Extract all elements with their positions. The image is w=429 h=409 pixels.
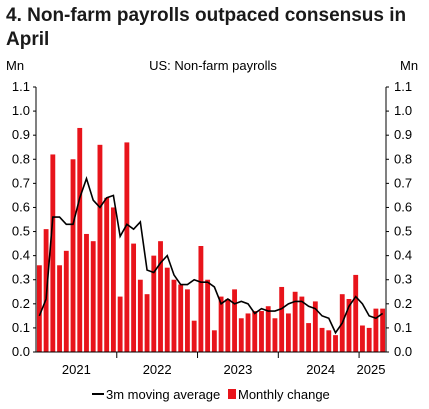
y-tick-label-left: 0.2	[12, 296, 30, 311]
bar	[77, 127, 83, 352]
y-tick-label-right: 0.5	[394, 224, 412, 239]
y-tick-label-right: 1.0	[394, 103, 412, 118]
y-tick-label-right: 0.3	[394, 272, 412, 287]
axes	[35, 87, 387, 353]
bar	[117, 296, 123, 352]
bar	[191, 320, 197, 352]
y-tick-label-left: 0.8	[12, 151, 30, 166]
y-tick-label-left: 0.7	[12, 175, 30, 190]
bar	[380, 308, 386, 352]
bar	[137, 279, 143, 352]
line-series	[38, 175, 384, 335]
bar	[104, 197, 110, 352]
bar	[373, 308, 379, 352]
bar	[225, 299, 231, 352]
legend-bar-swatch	[228, 389, 236, 399]
y-axis-right: 0.0 0.1 0.2 0.3 0.4 0.5 0.6 0.7 0.8 0.9 1.0 1.1	[386, 79, 412, 359]
bar	[279, 286, 285, 352]
bar	[252, 311, 258, 352]
x-tick-label: 2025	[357, 362, 386, 377]
bar	[245, 313, 251, 352]
bar	[198, 246, 204, 352]
y-tick-label-right: 0.4	[394, 248, 412, 263]
bar	[63, 250, 69, 352]
legend: 3m moving average Monthly change	[92, 387, 330, 402]
bar	[171, 279, 177, 352]
bar	[259, 311, 264, 352]
y-tick-label-right: 0.2	[394, 296, 412, 311]
y-tick-label-left: 1.0	[12, 103, 30, 118]
x-tick-label: 2022	[143, 362, 172, 377]
bar	[353, 274, 359, 352]
bar	[178, 284, 184, 352]
y-tick-label-left: 0.9	[12, 127, 30, 142]
bar	[360, 325, 365, 352]
bar	[272, 318, 278, 352]
x-tick-label: 2024	[306, 362, 335, 377]
y-tick-label-right: 0.1	[394, 320, 412, 335]
y-tick-label-right: 0.6	[394, 199, 412, 214]
bar	[299, 296, 305, 352]
legend-label-moving-average: 3m moving average	[106, 387, 220, 402]
bar	[164, 267, 170, 352]
bar	[124, 142, 130, 352]
bar	[50, 154, 56, 352]
bar	[110, 207, 116, 352]
y-tick-label-left: 0.3	[12, 272, 30, 287]
bar	[292, 291, 298, 352]
y-tick-label-left: 0.4	[12, 248, 30, 263]
bar	[312, 301, 318, 352]
bar	[333, 335, 338, 352]
y-tick-label-left: 0.0	[12, 344, 30, 359]
y-unit-right: Mn	[400, 58, 418, 73]
y-tick-label-right: 1.1	[394, 79, 412, 94]
y-unit-left: Mn	[6, 58, 24, 73]
y-tick-label-right: 0.9	[394, 127, 412, 142]
x-tick-label: 2021	[62, 362, 91, 377]
y-tick-label-left: 1.1	[12, 79, 30, 94]
bar-series	[36, 127, 386, 352]
bar	[218, 296, 224, 352]
bar	[158, 241, 163, 352]
bar	[151, 255, 157, 352]
bar	[326, 330, 332, 352]
bar	[185, 289, 190, 352]
bar	[306, 323, 312, 352]
bar	[366, 327, 372, 352]
bar	[84, 233, 89, 352]
x-axis: 2021 2022 2023 2024 2025	[62, 352, 386, 377]
bar	[36, 265, 42, 352]
bar	[265, 306, 271, 352]
bar	[285, 313, 291, 352]
y-tick-label-left: 0.1	[12, 320, 30, 335]
bar	[238, 318, 244, 352]
moving-average-line	[38, 175, 384, 335]
y-tick-label-right: 0.7	[394, 175, 412, 190]
bar	[57, 265, 62, 352]
y-tick-label-left: 0.6	[12, 199, 30, 214]
bar	[131, 243, 137, 352]
bar	[97, 144, 103, 352]
bar	[211, 330, 217, 352]
y-tick-label-right: 0.8	[394, 151, 412, 166]
y-tick-label-left: 0.5	[12, 224, 30, 239]
legend-label-monthly-change: Monthly change	[238, 387, 330, 402]
x-tick-label: 2023	[223, 362, 252, 377]
bar	[319, 327, 325, 352]
bar	[346, 299, 352, 352]
bar	[144, 294, 150, 352]
chart-subtitle: US: Non-farm payrolls	[149, 58, 277, 73]
bar	[90, 241, 96, 352]
bar	[70, 159, 76, 352]
y-tick-label-right: 0.0	[394, 344, 412, 359]
bar	[232, 289, 237, 352]
y-axis-left: 0.0 0.1 0.2 0.3 0.4 0.5 0.6 0.7 0.8 0.9 1.0 1.1	[12, 79, 36, 359]
bar	[205, 279, 211, 352]
chart-title: 4. Non-farm payrolls outpaced consensus …	[6, 5, 407, 50]
